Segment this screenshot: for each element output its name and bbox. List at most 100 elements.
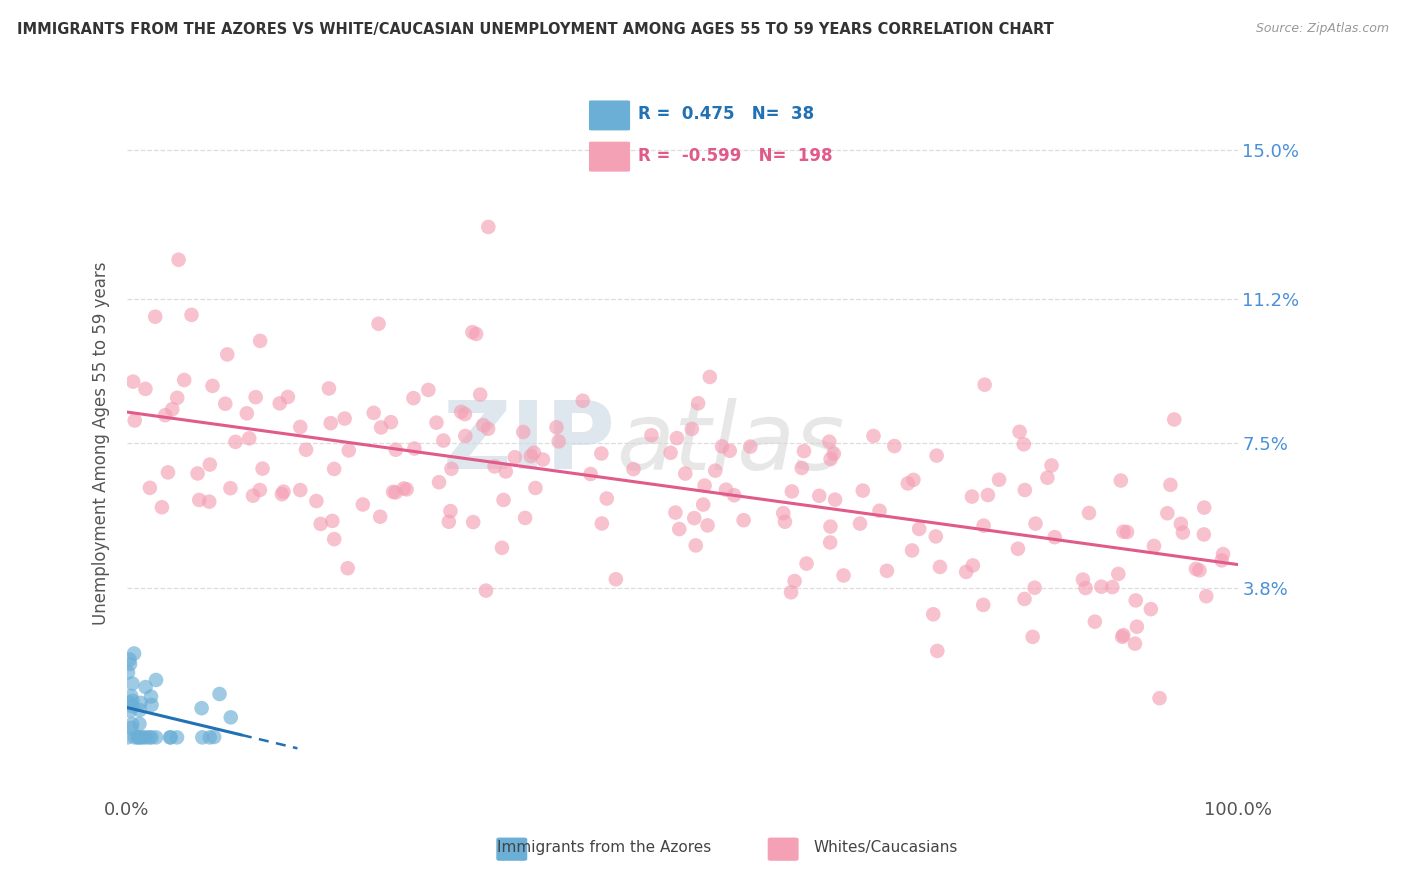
Point [1074,581,1097,595]
Point [437,515,460,529]
Point [988,473,1011,487]
Point [793,444,815,458]
Point [202,730,225,744]
Point [1159,478,1181,492]
Point [503,450,526,465]
Point [121,699,143,714]
Point [903,473,925,487]
Point [925,449,948,463]
Point [418,383,440,397]
Point [699,370,721,384]
Point [495,465,517,479]
Point [139,481,162,495]
Point [1109,474,1132,488]
Point [454,429,477,443]
Point [1107,566,1129,581]
Point [783,574,806,588]
Point [156,466,179,480]
Point [908,522,931,536]
Point [1163,412,1185,426]
Point [901,543,924,558]
Point [309,516,332,531]
Point [121,694,143,708]
Point [1101,580,1123,594]
Point [305,494,328,508]
Point [696,518,718,533]
Point [605,572,627,586]
Point [546,420,568,434]
Point [122,375,145,389]
Point [1024,516,1046,531]
Point [208,687,231,701]
Point [1126,620,1149,634]
Point [962,558,984,573]
Point [141,731,163,745]
Point [139,690,162,704]
Point [382,484,405,499]
Point [718,443,741,458]
Point [367,317,389,331]
Point [277,390,299,404]
Point [1140,602,1163,616]
Point [973,518,995,533]
Point [461,325,484,339]
Point [295,442,318,457]
Point [141,698,163,712]
Point [1211,553,1233,567]
Text: ZIP: ZIP [443,398,616,490]
Point [440,462,463,476]
Point [773,515,796,529]
Point [425,416,447,430]
Point [960,490,983,504]
Point [1143,539,1166,553]
Point [238,431,260,445]
Point [664,506,686,520]
Point [392,482,415,496]
Point [1212,547,1234,561]
Point [1192,500,1215,515]
Point [124,413,146,427]
Point [402,391,425,405]
Point [531,452,554,467]
Point [491,541,513,555]
Point [862,429,884,443]
Point [404,442,426,456]
Point [352,498,374,512]
Point [668,522,690,536]
Point [1188,563,1211,577]
Text: Source: ZipAtlas.com: Source: ZipAtlas.com [1256,22,1389,36]
Point [121,676,143,690]
Point [1170,516,1192,531]
Point [450,405,472,419]
Point [1112,524,1135,539]
Point [1090,580,1112,594]
Point [432,434,454,448]
Point [159,731,181,745]
Point [1021,630,1043,644]
Point [1123,637,1146,651]
Point [201,379,224,393]
Point [1192,527,1215,541]
Point [1185,562,1208,576]
Point [269,396,291,410]
Point [134,382,156,396]
Point [512,425,534,439]
Point [321,514,343,528]
Point [977,488,1000,502]
Point [820,452,842,467]
Text: R =  -0.599   N=  198: R = -0.599 N= 198 [638,146,832,165]
Point [1195,589,1218,603]
Point [117,665,139,680]
Point [955,565,977,579]
Point [145,731,167,745]
Point [477,422,499,436]
Point [173,373,195,387]
Point [818,535,841,549]
Point [640,428,662,442]
Point [723,488,745,502]
Point [242,489,264,503]
Point [167,252,190,267]
Point [704,464,727,478]
Point [1078,506,1101,520]
Point [823,447,845,461]
